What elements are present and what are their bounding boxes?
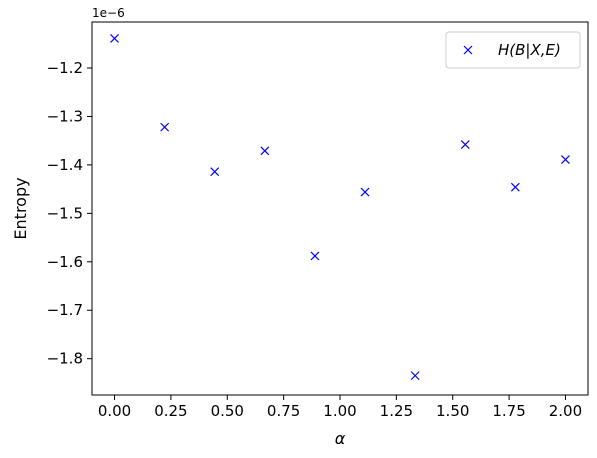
data-point <box>310 251 320 261</box>
legend-x-marker <box>463 45 473 55</box>
x-tick-label: 1.50 <box>436 402 469 420</box>
data-point <box>360 187 370 197</box>
y-tick-label: −1.4 <box>47 156 83 174</box>
data-point <box>561 155 570 164</box>
legend-box <box>445 31 581 69</box>
legend-marker <box>463 45 473 55</box>
x-tick-label: 1.75 <box>492 402 525 420</box>
x-axis-ticks: 0.00 0.25 0.50 0.75 1.00 1.25 1.50 1.75 2.00 <box>98 395 582 420</box>
data-point <box>410 371 420 381</box>
legend-label: H(B|X,E) <box>498 41 561 59</box>
x-tick-label: 0.50 <box>211 402 244 420</box>
x-tick-label: 1.25 <box>380 402 413 420</box>
y-tick-label: −1.2 <box>47 59 83 77</box>
data-point <box>160 122 170 132</box>
x-tick-label: 0.00 <box>98 402 131 420</box>
plot-area-frame <box>91 21 589 396</box>
x-tick-label: 1.00 <box>323 402 356 420</box>
y-tick-label: −1.5 <box>47 204 83 222</box>
x-tick-label: 2.00 <box>549 402 582 420</box>
x-tick-label: 0.75 <box>267 402 300 420</box>
data-point <box>510 182 520 192</box>
y-axis-ticks: −1.8 −1.7 −1.6 −1.5 −1.4 −1.3 −1.2 <box>47 59 92 368</box>
y-tick-label: −1.3 <box>47 107 83 125</box>
y-tick-label: −1.7 <box>47 301 83 319</box>
y-tick-label: −1.8 <box>47 350 83 368</box>
data-points <box>110 34 570 381</box>
y-tick-label: −1.6 <box>47 253 83 271</box>
data-point <box>460 140 470 149</box>
x-tick-label: 0.25 <box>154 402 187 420</box>
y-axis-label: Entropy <box>11 177 30 239</box>
data-point <box>210 167 220 177</box>
y-axis-offset-label: 1e−6 <box>92 6 125 20</box>
data-point <box>260 146 270 156</box>
data-point <box>110 34 119 43</box>
legend: H(B|X,E) <box>445 31 581 69</box>
x-axis-label: α <box>335 429 346 448</box>
